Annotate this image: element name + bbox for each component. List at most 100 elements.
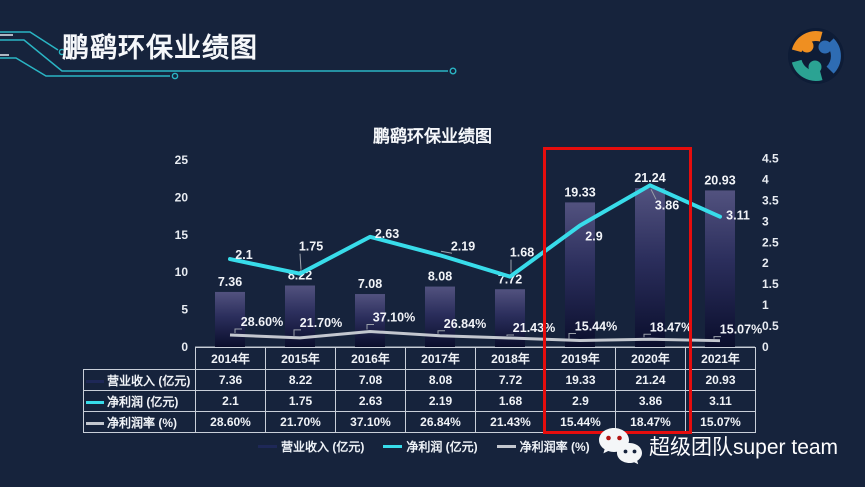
table-row-label: 净利润率 (%): [83, 411, 196, 433]
table-cell: 2.63: [335, 390, 406, 412]
label-leader: [713, 336, 721, 339]
bar-value-label: 8.08: [428, 270, 452, 284]
margin-label: 26.84%: [444, 317, 486, 331]
legend-item: 净利润率 (%): [496, 438, 590, 455]
bar-2018年: [495, 289, 525, 347]
legend-item: 净利润 (亿元): [383, 438, 478, 455]
table-cell: 3.11: [685, 390, 756, 412]
label-leader: [293, 329, 301, 336]
chart-title: 鹏鹞环保业绩图: [373, 127, 492, 146]
right-axis-tick: 1.5: [762, 277, 779, 291]
left-axis-tick: 20: [175, 190, 189, 204]
team-rings-logo: [788, 28, 844, 84]
series-swatch: [86, 379, 104, 383]
series-name: 营业收入 (亿元): [107, 373, 191, 388]
wechat-icon: [599, 428, 642, 465]
net-profit-label: 2.19: [451, 239, 475, 253]
net-profit-label: 2.1: [235, 248, 252, 262]
table-header-row: 2014年 2015年 2016年 2017年 2018年 2019年 2020年 2021年: [84, 347, 756, 370]
bar-2017年: [425, 286, 455, 347]
bar-value-label: 7.08: [358, 277, 382, 291]
bar-value-label: 7.72: [498, 272, 522, 286]
label-leader: [506, 334, 514, 337]
table-row-label: 净利润 (亿元): [83, 390, 196, 412]
right-axis-tick: 3: [762, 214, 769, 228]
label-leader: [234, 328, 242, 334]
margin-label: 21.70%: [300, 316, 342, 330]
table-year-header: 2015年: [265, 347, 336, 370]
margin-label: 28.60%: [241, 315, 283, 329]
table-cell: 15.07%: [685, 411, 756, 433]
series-swatch: [86, 421, 104, 425]
table-cell: 20.93: [685, 369, 756, 391]
net-profit-label: 3.11: [726, 209, 750, 223]
right-axis-tick: 4.5: [762, 152, 779, 166]
table-cell: 2.1: [195, 390, 266, 412]
table-cell: 19.33: [545, 369, 616, 391]
right-axis-tick: 1: [762, 298, 769, 312]
table-cell: 7.72: [475, 369, 546, 391]
table-cell: 21.70%: [265, 411, 336, 433]
label-leader: [440, 250, 453, 254]
table-year-header: 2018年: [475, 347, 546, 370]
table-cell: 2.19: [405, 390, 476, 412]
table-row-label: 营业收入 (亿元): [83, 369, 196, 391]
table-cell: 7.36: [195, 369, 266, 391]
series-name: 净利润率 (%): [107, 415, 177, 430]
series-name: 净利润 (亿元): [107, 394, 179, 409]
bar-value-label: 7.36: [218, 275, 242, 289]
bar-value-label: 20.93: [704, 173, 735, 187]
right-axis-tick: 0.5: [762, 319, 779, 333]
table-cell: 1.75: [265, 390, 336, 412]
table-corner-cell: [84, 348, 196, 370]
table-year-header: 2021年: [685, 347, 756, 370]
net-profit-label: 1.75: [299, 240, 323, 254]
left-axis-tick: 5: [181, 303, 188, 317]
table-cell: 1.68: [475, 390, 546, 412]
table-cell: 18.47%: [615, 411, 686, 433]
legend-item: 营业收入 (亿元): [258, 438, 364, 455]
table-cell: 7.08: [335, 369, 406, 391]
table-cell: 21.43%: [475, 411, 546, 433]
right-axis-tick: 3.5: [762, 193, 779, 207]
table-year-header: 2014年: [195, 347, 266, 370]
table-cell: 8.08: [405, 369, 476, 391]
legend-label: 营业收入 (亿元): [281, 440, 365, 454]
margin-label: 37.10%: [373, 310, 415, 324]
table-row: 净利润率 (%) 28.60% 21.70% 37.10% 26.84% 21.43% 15…: [83, 411, 756, 433]
chart-legend: 营业收入 (亿元) 净利润 (亿元) 净利润率 (%): [258, 438, 590, 455]
table-cell: 37.10%: [335, 411, 406, 433]
legend-swatch: [258, 445, 277, 448]
bar-2016年: [355, 294, 385, 347]
left-axis-tick: 15: [175, 228, 189, 242]
right-axis-tick: 0: [762, 340, 769, 354]
net-profit-label: 1.68: [510, 246, 534, 260]
table-year-header: 2019年: [545, 347, 616, 370]
right-axis-tick: 2: [762, 256, 769, 270]
table-row: 营业收入 (亿元) 7.36 8.22 7.08 8.08 7.72 19.33 21.24 2…: [83, 369, 756, 391]
footer-brand: 超级团队super team: [649, 436, 839, 459]
label-leader: [299, 253, 302, 270]
legend-swatch: [496, 445, 516, 448]
legend-label: 净利润 (亿元): [406, 440, 478, 454]
legend-swatch: [383, 445, 403, 448]
bar-2014年: [215, 291, 245, 347]
table-year-header: 2017年: [405, 347, 476, 370]
left-axis-tick: 10: [175, 265, 189, 279]
label-leader: [366, 323, 374, 330]
table-year-header: 2016年: [335, 347, 406, 370]
page-title: 鹏鹞环保业绩图: [62, 33, 258, 63]
bar-2015年: [285, 285, 315, 347]
label-leader: [437, 330, 445, 334]
table-cell: 26.84%: [405, 411, 476, 433]
series-swatch: [86, 400, 104, 404]
legend-label: 净利润率 (%): [519, 440, 590, 454]
data-table: 2014年 2015年 2016年 2017年 2018年 2019年 2020年 2021年…: [83, 347, 756, 433]
right-axis-tick: 4: [762, 172, 769, 186]
net-profit-label: 2.63: [375, 227, 399, 241]
table-cell: 15.44%: [545, 411, 616, 433]
margin-label: 15.07%: [720, 323, 762, 337]
table-cell: 28.60%: [195, 411, 266, 433]
bar-2021年: [705, 190, 735, 347]
